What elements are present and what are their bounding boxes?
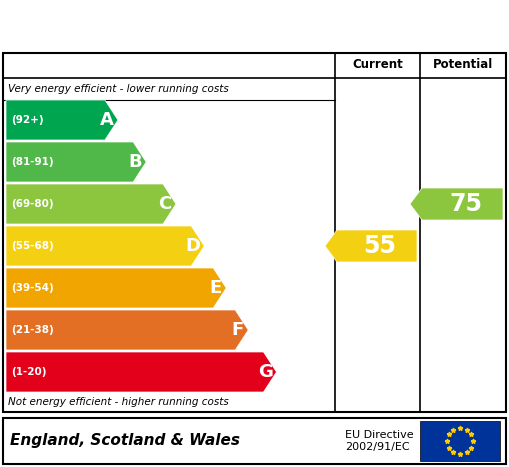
Text: C: C (158, 195, 172, 213)
Text: A: A (100, 111, 114, 129)
Text: Potential: Potential (433, 57, 493, 71)
Text: Not energy efficient - higher running costs: Not energy efficient - higher running co… (8, 397, 229, 407)
Text: D: D (186, 237, 201, 255)
Text: (69-80): (69-80) (11, 199, 53, 209)
Bar (3, 418, 506, 464)
Polygon shape (325, 230, 417, 262)
Text: B: B (128, 153, 142, 171)
Text: 75: 75 (449, 192, 482, 216)
Polygon shape (6, 310, 248, 350)
Text: EU Directive
2002/91/EC: EU Directive 2002/91/EC (345, 430, 414, 452)
Polygon shape (6, 268, 226, 308)
Polygon shape (6, 142, 146, 182)
Polygon shape (6, 226, 204, 266)
Polygon shape (6, 100, 118, 140)
Text: Very energy efficient - lower running costs: Very energy efficient - lower running co… (8, 84, 229, 94)
Text: (21-38): (21-38) (11, 325, 54, 335)
Text: G: G (258, 363, 273, 381)
Bar (420, 421, 500, 461)
Polygon shape (6, 184, 176, 224)
Polygon shape (410, 188, 503, 220)
Text: England, Scotland & Wales: England, Scotland & Wales (10, 433, 240, 448)
Text: Energy Efficiency Rating: Energy Efficiency Rating (92, 13, 417, 37)
Text: (39-54): (39-54) (11, 283, 54, 293)
Text: (81-91): (81-91) (11, 157, 53, 167)
Text: 55: 55 (363, 234, 397, 258)
Text: Current: Current (352, 57, 403, 71)
Polygon shape (6, 352, 276, 392)
Text: (1-20): (1-20) (11, 367, 46, 377)
Text: E: E (209, 279, 221, 297)
Text: (55-68): (55-68) (11, 241, 54, 251)
Text: (92+): (92+) (11, 115, 44, 125)
Text: F: F (231, 321, 243, 339)
